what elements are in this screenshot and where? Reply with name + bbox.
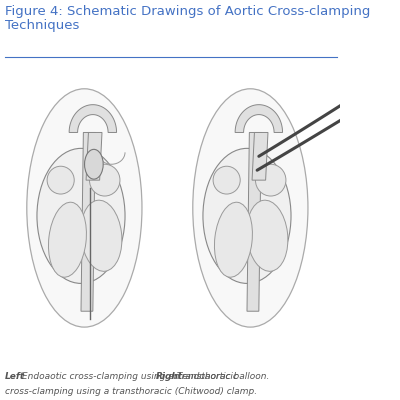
Ellipse shape <box>47 166 74 194</box>
Text: cross-clamping using a transthoracic (Chitwood) clamp.: cross-clamping using a transthoracic (Ch… <box>5 387 257 396</box>
Ellipse shape <box>90 164 120 196</box>
Ellipse shape <box>214 202 252 277</box>
Text: Left: Left <box>5 372 25 381</box>
Ellipse shape <box>27 89 142 327</box>
Text: : Endoaotic cross-clamping using an endoaortic balloon.: : Endoaotic cross-clamping using an endo… <box>16 372 272 381</box>
Ellipse shape <box>256 164 286 196</box>
Text: Techniques: Techniques <box>5 19 79 32</box>
Ellipse shape <box>48 202 86 277</box>
Ellipse shape <box>203 148 291 284</box>
Ellipse shape <box>84 149 103 179</box>
Polygon shape <box>81 132 95 311</box>
Polygon shape <box>252 132 268 180</box>
Text: : Transthoracic: : Transthoracic <box>171 372 238 381</box>
Ellipse shape <box>193 89 308 327</box>
Ellipse shape <box>37 148 125 284</box>
Text: Right: Right <box>156 372 183 381</box>
Circle shape <box>348 88 356 98</box>
Polygon shape <box>247 132 261 311</box>
Polygon shape <box>235 105 282 132</box>
Text: Figure 4: Schematic Drawings of Aortic Cross-clamping: Figure 4: Schematic Drawings of Aortic C… <box>5 5 370 18</box>
Ellipse shape <box>213 166 240 194</box>
Ellipse shape <box>247 200 288 271</box>
Polygon shape <box>86 132 102 180</box>
Ellipse shape <box>81 200 122 271</box>
Polygon shape <box>69 105 116 132</box>
